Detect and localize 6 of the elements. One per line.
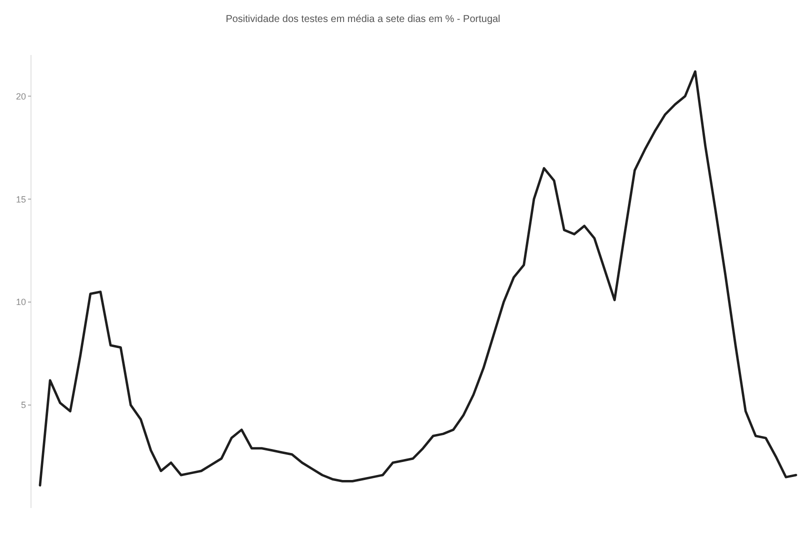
- y-tick-label: 5: [20, 400, 26, 410]
- y-tick-label: 20: [16, 91, 26, 102]
- y-tick-label: 10: [16, 297, 26, 308]
- y-tick-label: 15: [16, 194, 26, 204]
- chart-title: Positividade dos testes em média a sete dias em % - Portugal: [226, 14, 500, 25]
- line-series: [38, 70, 798, 487]
